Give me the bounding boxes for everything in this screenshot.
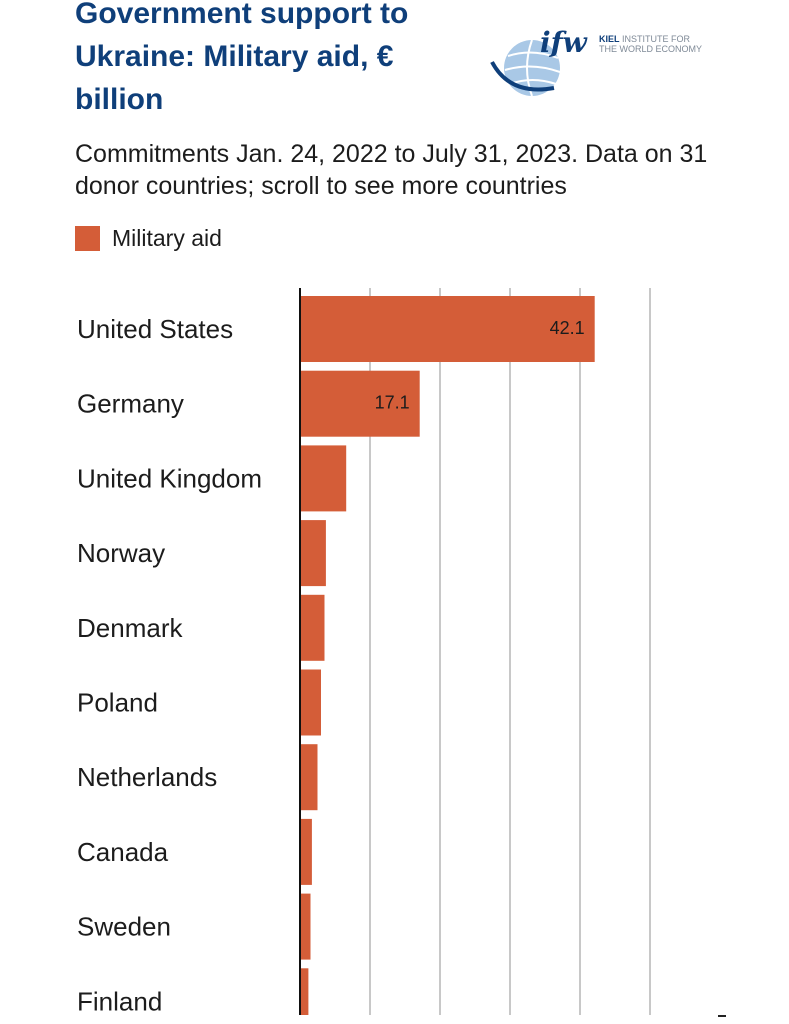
category-label: Netherlands <box>77 762 217 792</box>
bar <box>300 370 420 437</box>
legend-label-military-aid: Military aid <box>112 224 222 251</box>
bar <box>300 744 318 811</box>
legend-swatch-military-aid <box>75 225 100 251</box>
data-label: 17.1 <box>375 393 410 413</box>
category-label: Finland <box>77 986 162 1015</box>
bar <box>300 968 309 1015</box>
bar-chart: United States 42.1 Germany 17.1 United Kingd… <box>77 288 651 1015</box>
legend: Military aid <box>75 225 222 251</box>
bar <box>300 445 347 512</box>
category-label: United Kingdom <box>77 463 262 493</box>
category-label: Poland <box>77 688 158 718</box>
data-label: 42.1 <box>550 318 585 338</box>
chart-title: Government support to Ukraine: Military … <box>75 0 409 116</box>
globe-icon <box>490 39 561 97</box>
bar <box>300 296 595 362</box>
logo-mark: ifw <box>540 26 587 59</box>
scroll-indicator[interactable] <box>718 1015 726 1017</box>
category-label: Germany <box>77 389 184 419</box>
category-label: United States <box>77 314 233 344</box>
category-label: Denmark <box>77 613 183 643</box>
logo-institute-name: KIEL INSTITUTE FOR THE WORLD ECONOMY <box>599 34 703 54</box>
bar <box>300 818 312 885</box>
bar <box>300 520 326 587</box>
kiel-institute-logo: ifw KIEL INSTITUTE FOR THE WORLD ECONOMY <box>488 26 728 104</box>
bar <box>300 594 325 661</box>
category-label: Norway <box>77 538 165 568</box>
bar <box>300 669 321 736</box>
bar <box>300 893 311 960</box>
chart-subtitle: Commitments Jan. 24, 2022 to July 31, 20… <box>75 140 708 200</box>
category-label: Canada <box>77 837 169 867</box>
category-label: Sweden <box>77 912 171 942</box>
